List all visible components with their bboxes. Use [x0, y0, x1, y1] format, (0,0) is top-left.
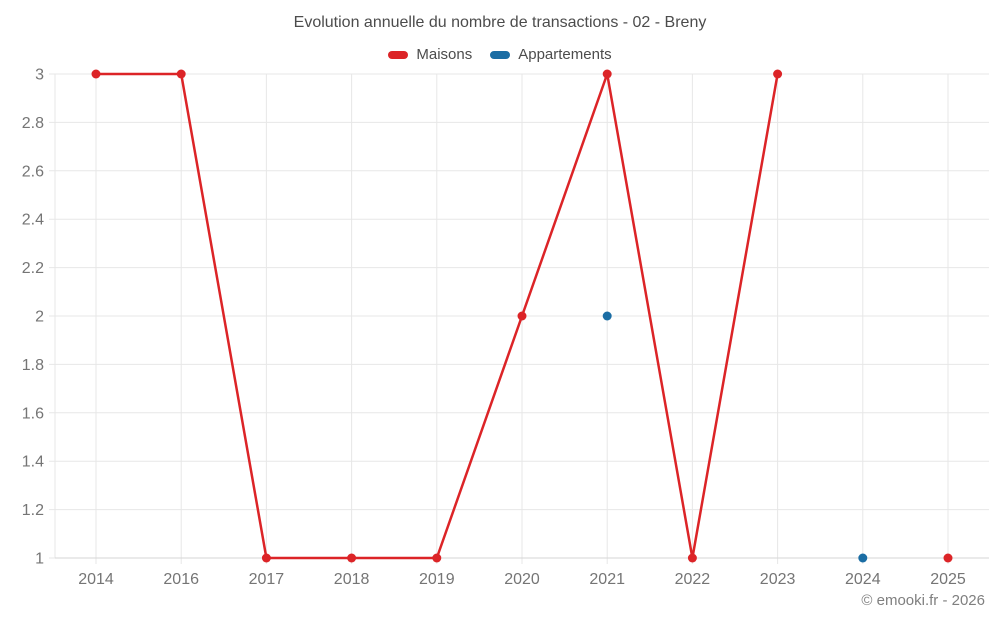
x-axis-tick-label: 2018 — [334, 571, 370, 588]
y-axis-tick-label: 1.6 — [22, 405, 44, 422]
data-point-appartements[interactable] — [602, 311, 612, 321]
data-point-maisons[interactable] — [261, 553, 271, 563]
data-point-appartements[interactable] — [858, 553, 868, 563]
data-point-maisons[interactable] — [602, 69, 612, 79]
legend-label-appartements: Appartements — [518, 46, 612, 63]
data-point-maisons[interactable] — [91, 69, 101, 79]
y-axis-tick-label: 1.2 — [22, 502, 44, 519]
data-point-maisons[interactable] — [347, 553, 357, 563]
y-axis-tick-label: 2 — [35, 309, 44, 326]
x-axis-tick-label: 2020 — [504, 571, 540, 588]
watermark-text: © emooki.fr - 2026 — [861, 592, 985, 609]
y-axis-tick-label: 3 — [35, 67, 44, 84]
data-point-maisons[interactable] — [176, 69, 186, 79]
data-point-maisons[interactable] — [943, 553, 953, 563]
x-axis-tick-label: 2016 — [163, 571, 199, 588]
legend-item-appartements[interactable]: Appartements — [490, 46, 612, 63]
data-point-maisons[interactable] — [773, 69, 783, 79]
x-axis-tick-label: 2024 — [845, 571, 881, 588]
legend-swatch-appartements-icon — [490, 50, 511, 59]
y-axis-tick-label: 2.2 — [22, 260, 44, 277]
legend-swatch-maisons-icon — [388, 50, 409, 59]
x-axis-tick-label: 2025 — [930, 571, 966, 588]
x-axis-tick-label: 2022 — [675, 571, 711, 588]
y-axis-tick-label: 1 — [35, 551, 44, 568]
chart-title: Evolution annuelle du nombre de transact… — [293, 14, 707, 31]
y-axis-tick-label: 2.6 — [22, 163, 44, 180]
data-point-maisons[interactable] — [432, 553, 442, 563]
x-axis-tick-label: 2019 — [419, 571, 455, 588]
chart-legend: Maisons Appartements — [0, 46, 1000, 63]
x-axis-tick-label: 2014 — [78, 571, 114, 588]
x-axis-tick-label: 2023 — [760, 571, 796, 588]
y-axis-tick-label: 2.8 — [22, 115, 44, 132]
y-axis-tick-label: 2.4 — [22, 212, 44, 229]
y-axis-tick-label: 1.8 — [22, 357, 44, 374]
data-point-maisons[interactable] — [517, 311, 527, 321]
y-axis-tick-label: 1.4 — [22, 454, 44, 471]
legend-label-maisons: Maisons — [416, 46, 473, 63]
x-axis-tick-label: 2017 — [249, 571, 285, 588]
legend-item-maisons[interactable]: Maisons — [388, 46, 472, 63]
data-point-maisons[interactable] — [687, 553, 697, 563]
x-axis-tick-label: 2021 — [589, 571, 625, 588]
